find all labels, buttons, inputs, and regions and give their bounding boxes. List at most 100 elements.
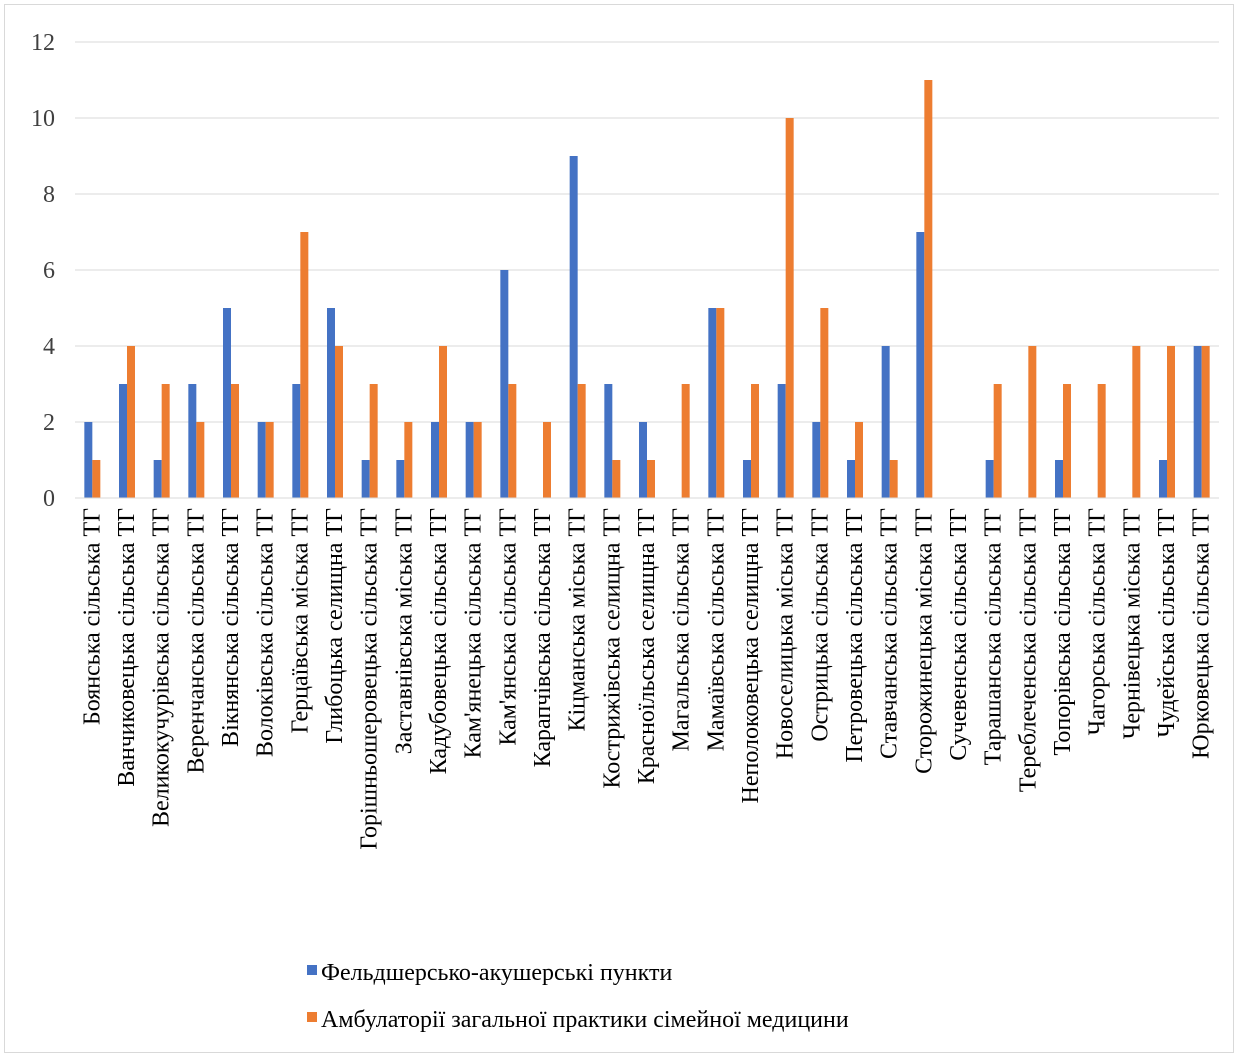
bar-feldsher-4 [223, 308, 231, 498]
bar-feldsher-32 [1193, 346, 1202, 498]
bar-feldsher-11 [465, 422, 474, 498]
x-category-label: Юрковецька сільська ТГ [1189, 508, 1215, 759]
x-category-label: Герцаївська міська ТГ [287, 508, 313, 734]
bar-ambulatory-5 [265, 422, 274, 498]
bar-ambulatory-15 [612, 460, 621, 498]
x-category-label: Великокучурівська сільська ТГ [149, 508, 175, 827]
bar-feldsher-24 [916, 232, 925, 498]
bar-feldsher-3 [188, 384, 197, 498]
bar-ambulatory-31 [1167, 346, 1175, 498]
bar-ambulatory-3 [196, 422, 205, 498]
bar-ambulatory-23 [889, 460, 898, 498]
bar-ambulatory-26 [993, 384, 1002, 498]
x-category-label: Волоківська сільська ТГ [253, 508, 279, 757]
bar-feldsher-14 [569, 156, 578, 498]
bar-ambulatory-18 [716, 308, 725, 498]
bars [84, 80, 1210, 498]
bar-feldsher-1 [119, 384, 127, 498]
x-category-label: Тарашанська сільська ТГ [981, 508, 1007, 765]
bar-feldsher-2 [153, 460, 162, 498]
bar-feldsher-7 [327, 308, 335, 498]
bar-ambulatory-17 [681, 384, 690, 498]
x-category-label: Кам'янецька сільська ТГ [461, 508, 487, 759]
x-category-label: Мамаївська сільська ТГ [703, 508, 729, 752]
bar-feldsher-28 [1055, 460, 1063, 498]
bar-ambulatory-7 [335, 346, 343, 498]
x-category-label: Тереблеченська сільська ТГ [1015, 508, 1041, 792]
bar-feldsher-9 [396, 460, 405, 498]
x-category-label: Боянська сільська ТГ [79, 508, 105, 725]
y-tick-label: 0 [43, 486, 55, 512]
legend-label-1: Амбулаторії загальної практики сімейної … [321, 1007, 849, 1033]
bar-feldsher-5 [257, 422, 266, 498]
bar-ambulatory-24 [924, 80, 933, 498]
bar-ambulatory-8 [369, 384, 378, 498]
bar-ambulatory-12 [508, 384, 517, 498]
y-tick-label: 6 [43, 258, 55, 284]
bar-ambulatory-29 [1097, 384, 1106, 498]
x-category-label: Сучевенська сільська ТГ [946, 508, 972, 761]
x-category-label: Веренчанська сільська ТГ [183, 508, 209, 774]
x-category-label: Неполоковецька селищна ТГ [738, 508, 764, 804]
bar-ambulatory-19 [751, 384, 759, 498]
bar-feldsher-10 [431, 422, 439, 498]
bar-ambulatory-2 [161, 384, 170, 498]
bar-ambulatory-10 [439, 346, 447, 498]
bar-feldsher-8 [361, 460, 370, 498]
x-category-label: Кадубовецька сільська ТГ [426, 508, 452, 774]
x-category-label: Новоселицька міська ТГ [773, 508, 799, 759]
x-category-label: Глибоцька селищна ТГ [322, 508, 348, 744]
bar-feldsher-0 [84, 422, 93, 498]
bar-ambulatory-6 [300, 232, 309, 498]
bar-ambulatory-16 [647, 460, 655, 498]
bar-feldsher-15 [604, 384, 613, 498]
x-category-label: Красноїльська селищна ТГ [634, 508, 660, 784]
x-category-label: Магальська сільська ТГ [669, 508, 695, 752]
bar-feldsher-31 [1159, 460, 1167, 498]
bar-ambulatory-0 [92, 460, 101, 498]
x-category-label: Ванчиковецька сільська ТГ [114, 508, 140, 787]
bar-feldsher-6 [292, 384, 301, 498]
y-tick-label: 2 [43, 410, 55, 436]
bar-ambulatory-32 [1201, 346, 1210, 498]
y-tick-label: 8 [43, 182, 55, 208]
bar-ambulatory-30 [1132, 346, 1141, 498]
legend-swatch-1 [307, 1012, 317, 1022]
x-category-label: Чагорська сільська ТГ [1085, 508, 1111, 735]
x-axis-category-labels: Боянська сільська ТГ Ванчиковецька сільсь… [79, 508, 1214, 850]
x-category-label: Кам'янська сільська ТГ [495, 508, 521, 746]
bar-feldsher-16 [639, 422, 647, 498]
x-category-label: Петровецька сільська ТГ [842, 508, 868, 763]
bar-ambulatory-1 [127, 346, 135, 498]
y-axis-ticks: 0 2 4 6 8 10 12 [31, 30, 55, 512]
bar-ambulatory-9 [404, 422, 413, 498]
gridlines [75, 41, 1219, 423]
bar-feldsher-26 [985, 460, 994, 498]
x-category-label: Кострижівська селищна ТГ [599, 508, 625, 789]
x-category-label: Вікнянська сільська ТГ [218, 508, 244, 747]
bar-ambulatory-4 [231, 384, 239, 498]
x-category-label: Чудейська сільська ТГ [1154, 508, 1180, 738]
y-tick-label: 10 [31, 106, 55, 132]
bar-feldsher-22 [847, 460, 855, 498]
legend-swatch-0 [307, 965, 317, 975]
bar-ambulatory-21 [820, 308, 829, 498]
bar-ambulatory-20 [785, 118, 794, 498]
x-category-label: Чернівецька міська ТГ [1119, 508, 1145, 739]
x-category-label: Горішньошеровецька сільська ТГ [357, 508, 383, 850]
x-category-label: Карапчівська сільська ТГ [530, 508, 556, 767]
bar-feldsher-21 [812, 422, 821, 498]
legend-label-0: Фельдшерсько-акушерські пункти [321, 960, 672, 986]
bar-ambulatory-14 [577, 384, 586, 498]
y-tick-label: 12 [31, 30, 55, 56]
x-category-label: Топорівська сільська ТГ [1050, 508, 1076, 756]
x-category-label: Заставнівська міська ТГ [391, 508, 417, 754]
chart-frame [4, 4, 1234, 1053]
x-category-label: Острицька сільська ТГ [807, 508, 833, 742]
bar-ambulatory-28 [1063, 384, 1071, 498]
x-category-label: Сторожинецька міська ТГ [911, 508, 937, 774]
bar-feldsher-19 [743, 460, 751, 498]
bar-feldsher-20 [777, 384, 786, 498]
bar-ambulatory-13 [543, 422, 551, 498]
